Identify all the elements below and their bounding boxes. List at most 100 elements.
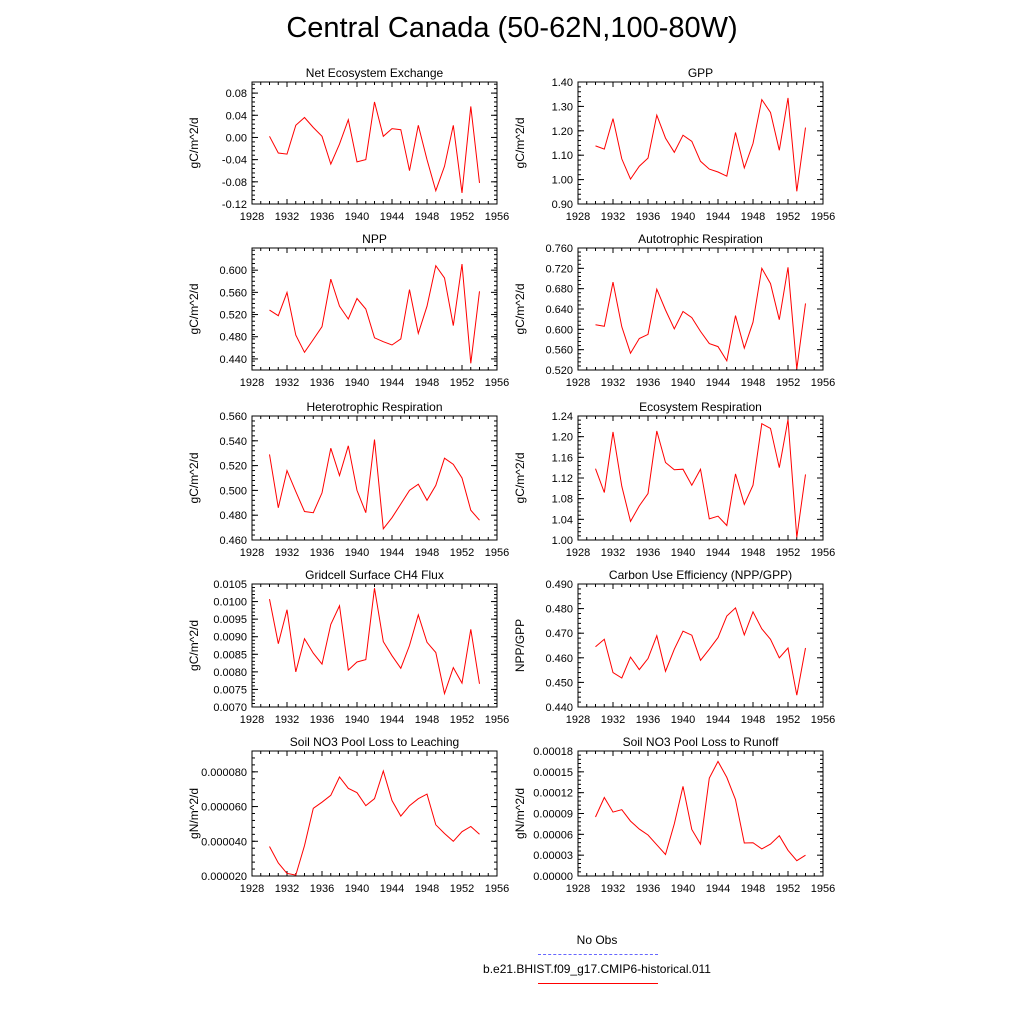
panel-8-ylabel: NPP/GPP [513,619,527,672]
panel-2-ylabel: gC/m^2/d [513,118,527,169]
panel-7-title: Gridcell Surface CH4 Flux [305,568,444,582]
panel-3-xtick-label: 1948 [415,377,439,389]
panel-7-ytick-label: 0.0090 [213,632,247,644]
panel-10-xtick-label: 1932 [601,883,625,895]
panel-9-ytick-label: 0.000040 [201,836,247,848]
panel-1-xtick-label: 1948 [415,211,439,223]
panel-6: Ecosystem Respiration gC/m^2/d 1928 1932 193… [513,400,835,559]
panel-3-xtick-label: 1956 [485,377,509,389]
panel-2-xtick-label: 1952 [776,211,800,223]
panel-10-xtick-label: 1940 [671,883,695,895]
panel-7-ytick-label: 0.0085 [213,649,247,661]
panel-10-ytick-label: 0.00003 [533,850,573,862]
panel-3-ylabel: gC/m^2/d [187,284,201,335]
panel-1-xtick-label: 1940 [345,211,369,223]
panel-4-ytick-label: 0.680 [545,284,573,296]
panel-8-xtick-label: 1944 [706,714,730,726]
panel-2: GPP gC/m^2/d 1928 1932 1936 1940 1944 1948 1952 1… [513,66,835,223]
panel-8-xtick-label: 1932 [601,714,625,726]
panel-5-ytick-label: 0.460 [219,535,247,547]
panel-6-ytick-label: 1.16 [552,452,573,464]
legend-model-label: b.e21.BHIST.f09_g17.CMIP6-historical.011 [483,962,711,976]
panel-8-frame [577,583,824,708]
panel-2-xtick-label: 1956 [811,211,835,223]
panel-10-ylabel: gN/m^2/d [513,788,527,839]
panel-7-ytick-label: 0.0070 [213,702,247,714]
panel-8-series-line [595,607,806,696]
panel-7-xtick-label: 1948 [415,714,439,726]
panel-6-title: Ecosystem Respiration [639,400,762,414]
panel-4: Autotrophic Respiration gC/m^2/d 1928 1932 1… [513,232,835,389]
panel-4-series-line [595,266,806,370]
panel-5-xtick-label: 1952 [450,547,474,559]
panel-10-ytick-label: 0.00012 [533,788,573,800]
panel-9-xtick-label: 1956 [485,883,509,895]
panel-1-ytick-label: -0.08 [222,177,247,189]
panel-9-title: Soil NO3 Pool Loss to Leaching [290,735,459,749]
panel-9-xtick-label: 1932 [275,883,299,895]
panel-2-ytick-label: 1.30 [552,101,573,113]
panel-6-xtick-label: 1956 [811,547,835,559]
panel-5-frame [251,415,498,541]
panel-5-ytick-label: 0.520 [219,461,247,473]
panel-5-series-line [269,439,480,531]
panel-10-title: Soil NO3 Pool Loss to Runoff [623,735,780,749]
panel-5-ylabel: gC/m^2/d [187,453,201,504]
panel-3-ytick-label: 0.560 [219,287,247,299]
panel-3-xtick-label: 1928 [240,377,264,389]
panel-7-ylabel: gC/m^2/d [187,620,201,671]
panel-1-ytick-label: -0.12 [222,199,247,211]
panel-1: Net Ecosystem Exchange gC/m^2/d 1928 1932 19… [187,66,509,223]
panel-4-ytick-label: 0.520 [545,365,573,377]
panel-3-series-line [269,264,480,364]
panel-7-ytick-label: 0.0080 [213,667,247,679]
panel-10-xtick-label: 1948 [741,883,765,895]
panel-8-xtick-label: 1928 [566,714,590,726]
panel-4-xtick-label: 1948 [741,377,765,389]
panel-5-title: Heterotrophic Respiration [306,400,442,414]
panel-3-ytick-label: 0.480 [219,332,247,344]
panel-2-xtick-label: 1932 [601,211,625,223]
panel-2-ytick-label: 1.00 [552,175,573,187]
panel-2-xtick-label: 1928 [566,211,590,223]
panel-1-title: Net Ecosystem Exchange [306,66,444,80]
panel-7-ytick-label: 0.0095 [213,614,247,626]
panel-9-xtick-label: 1944 [380,883,404,895]
panel-3-title: NPP [362,232,387,246]
panel-1-ytick-label: -0.04 [222,155,247,167]
panel-8-title: Carbon Use Efficiency (NPP/GPP) [609,568,792,582]
panel-3-xtick-label: 1940 [345,377,369,389]
panel-2-title: GPP [688,66,713,80]
panel-2-frame [577,81,824,205]
panel-9: Soil NO3 Pool Loss to Leaching gN/m^2/d 19… [187,735,509,895]
panel-6-ylabel: gC/m^2/d [513,453,527,504]
panel-2-ytick-label: 1.20 [552,126,573,138]
panel-6-ytick-label: 1.04 [552,514,573,526]
panel-2-ytick-label: 1.10 [552,150,573,162]
panel-6-series-line [595,419,806,538]
panel-7-xtick-label: 1956 [485,714,509,726]
legend-obs-label: No Obs [576,933,618,947]
panel-1-xtick-label: 1956 [485,211,509,223]
panel-5-xtick-label: 1956 [485,547,509,559]
panel-10-ytick-label: 0.00015 [533,767,573,779]
panel-7-xtick-label: 1932 [275,714,299,726]
panel-3-ytick-label: 0.440 [219,354,247,366]
panel-6-xtick-label: 1952 [776,547,800,559]
panel-3-xtick-label: 1932 [275,377,299,389]
panel-10-xtick-label: 1952 [776,883,800,895]
panel-9-frame [251,750,498,877]
panel-9-ylabel: gN/m^2/d [187,788,201,839]
panel-1-ylabel: gC/m^2/d [187,118,201,169]
panel-6-ytick-label: 1.20 [552,432,573,444]
panel-5-xtick-label: 1948 [415,547,439,559]
panel-8-ytick-label: 0.460 [545,653,573,665]
panel-9-ytick-label: 0.000020 [201,871,247,883]
panel-2-ytick-label: 1.40 [552,77,573,89]
panel-4-xtick-label: 1936 [636,377,660,389]
panel-5-xtick-label: 1928 [240,547,264,559]
panel-7-xtick-label: 1952 [450,714,474,726]
panel-7-series-line [269,588,480,696]
panel-8-xtick-label: 1956 [811,714,835,726]
panel-10-xtick-label: 1956 [811,883,835,895]
